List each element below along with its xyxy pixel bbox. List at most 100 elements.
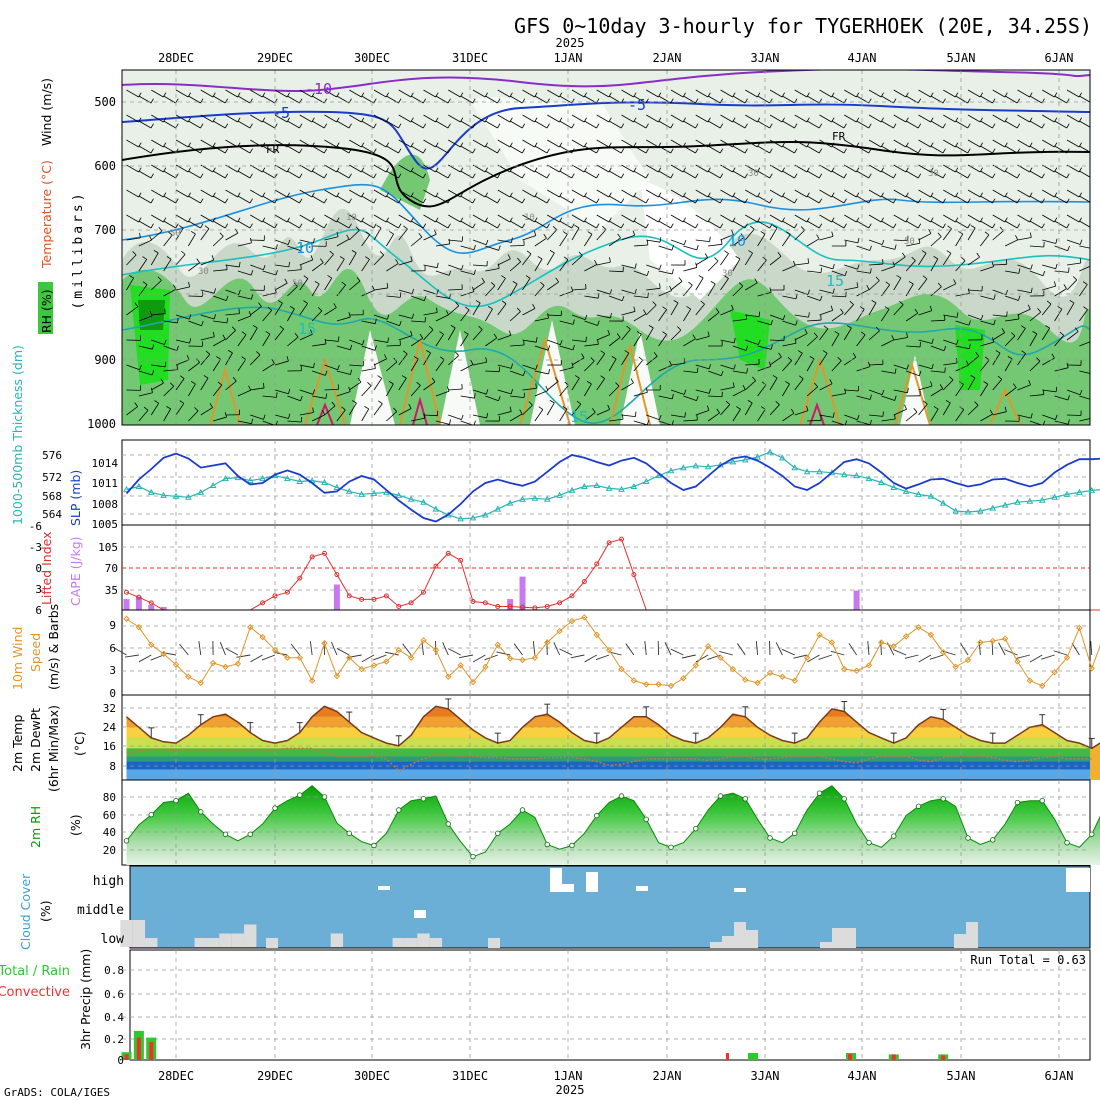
cloud-low-block: [417, 933, 430, 947]
top-date-label: 5JAN: [947, 51, 976, 65]
thickness-point: [556, 491, 563, 498]
precip-panel: Run Total = 0.63 0.8 0.6 0.4 0.2 0 Total…: [0, 949, 1091, 1067]
wind10m-barb: [373, 654, 387, 661]
svg-text:70: 70: [105, 562, 118, 575]
thickness-point: [952, 507, 959, 514]
bottom-date-label: 5JAN: [947, 1069, 976, 1083]
wind10m-point: [915, 624, 922, 631]
rh2m-point: [173, 797, 179, 804]
wind10m-barb: [309, 641, 313, 656]
bottom-date-label: 31DEC: [452, 1069, 488, 1083]
svg-text:0: 0: [117, 1054, 124, 1067]
cloud-low-block: [746, 930, 758, 948]
precip-conv-label: Convective: [0, 985, 70, 1000]
cloud-low-block: [488, 938, 500, 948]
wind10m-point: [630, 677, 638, 684]
rh2m-unit: (%): [68, 814, 83, 836]
thickness-point: [605, 484, 613, 491]
thickness-point: [482, 511, 489, 518]
thickness-point: [680, 464, 687, 471]
wind10m-barb: [219, 641, 226, 656]
wind10m-barb: [769, 640, 771, 656]
top-year-label: 2025: [556, 36, 585, 50]
wind10m-point: [1063, 654, 1071, 661]
thickness-point: [791, 464, 799, 471]
wind10m-barb: [781, 648, 795, 656]
rh2m-point: [965, 835, 971, 841]
rh2m-point: [445, 821, 451, 827]
top-date-label: 4JAN: [848, 51, 877, 65]
lifted-index-point: [482, 600, 488, 606]
wind10m-barb: [459, 654, 474, 659]
rh2m-point: [123, 838, 130, 844]
wind10m-barb: [830, 650, 845, 656]
upper-wind-barbs: [126, 89, 1090, 425]
wind10m-barb: [595, 654, 610, 661]
cloud-levels: high middle low: [77, 874, 124, 947]
svg-text:60: 60: [103, 809, 116, 822]
svg-text:564: 564: [42, 508, 62, 521]
lifted-index-point: [458, 557, 464, 563]
cloud-low-block: [194, 938, 207, 947]
svg-text:0.4: 0.4: [104, 1011, 124, 1024]
lifted-y-ticks: -6 -3 0 3 6: [29, 520, 42, 617]
lifted-index-point: [371, 596, 377, 602]
svg-text:30: 30: [722, 269, 733, 279]
wind10m-barb: [347, 654, 362, 658]
wind10m-barb: [384, 651, 399, 656]
wind10m-barb: [960, 642, 969, 656]
rh2m-point: [668, 844, 674, 851]
svg-text:600: 600: [94, 159, 116, 173]
thickness-point: [803, 468, 811, 475]
svg-text:(6hr Min/Max): (6hr Min/Max): [46, 705, 61, 792]
thickness-point: [1038, 496, 1046, 503]
wind10m-y-ticks: 9 6 3 0: [109, 619, 116, 700]
top-date-label: 6JAN: [1045, 51, 1074, 65]
wind10m-barb: [336, 648, 350, 656]
lifted-index-point: [260, 600, 266, 606]
rh2m-point: [1064, 839, 1070, 846]
lifted-index-point: [309, 554, 315, 560]
svg-text:40: 40: [103, 826, 116, 839]
thickness-point: [457, 515, 464, 522]
lifted-index-point: [445, 550, 451, 556]
bottom-date-label: 30DEC: [354, 1069, 390, 1083]
wind10m-barb: [570, 654, 585, 659]
thickness-point: [246, 477, 254, 484]
rh2m-point: [470, 853, 476, 860]
wind10m-barb: [361, 654, 375, 663]
svg-text:576: 576: [42, 449, 62, 462]
wind10m-point: [445, 673, 452, 680]
svg-text:50: 50: [292, 279, 303, 289]
wind10m-point: [816, 631, 823, 639]
bottom-date-label: 2JAN: [653, 1069, 682, 1083]
rh2m-point: [148, 811, 154, 818]
wind10m-point: [791, 677, 798, 684]
wind10m-point: [160, 650, 167, 658]
lifted-index-point: [408, 600, 414, 606]
wind10m-point: [754, 679, 761, 687]
precip-conv-bar: [149, 1042, 154, 1060]
lifted-index-point: [520, 604, 525, 610]
wind10m-barb: [162, 652, 177, 656]
wind10m-barb: [695, 654, 709, 663]
svg-text:700: 700: [94, 223, 116, 237]
cloud-unit: (%): [38, 900, 53, 922]
svg-text:10: 10: [296, 239, 314, 257]
rh2m-point: [990, 837, 996, 843]
wind10m-labels: 10m Wind Speed (m/s) & Barbs: [10, 604, 61, 690]
wind10m-point: [890, 643, 897, 650]
rh2m-point: [767, 835, 773, 841]
svg-text:1005: 1005: [92, 518, 119, 531]
rh2m-point: [940, 796, 946, 802]
wind10m-point: [1001, 635, 1009, 642]
wind10m-barb: [755, 641, 759, 656]
cloud-low-block: [266, 938, 278, 948]
wind10m-barb: [1016, 654, 1030, 659]
wind10m-point: [407, 654, 415, 661]
svg-text:2m Temp: 2m Temp: [10, 715, 25, 772]
svg-text:(°C): (°C): [72, 731, 87, 756]
thickness-label: 1000-500mb Thickness (dm): [10, 345, 25, 525]
rh2m-point: [841, 796, 847, 802]
lifted-index-point: [396, 603, 402, 609]
